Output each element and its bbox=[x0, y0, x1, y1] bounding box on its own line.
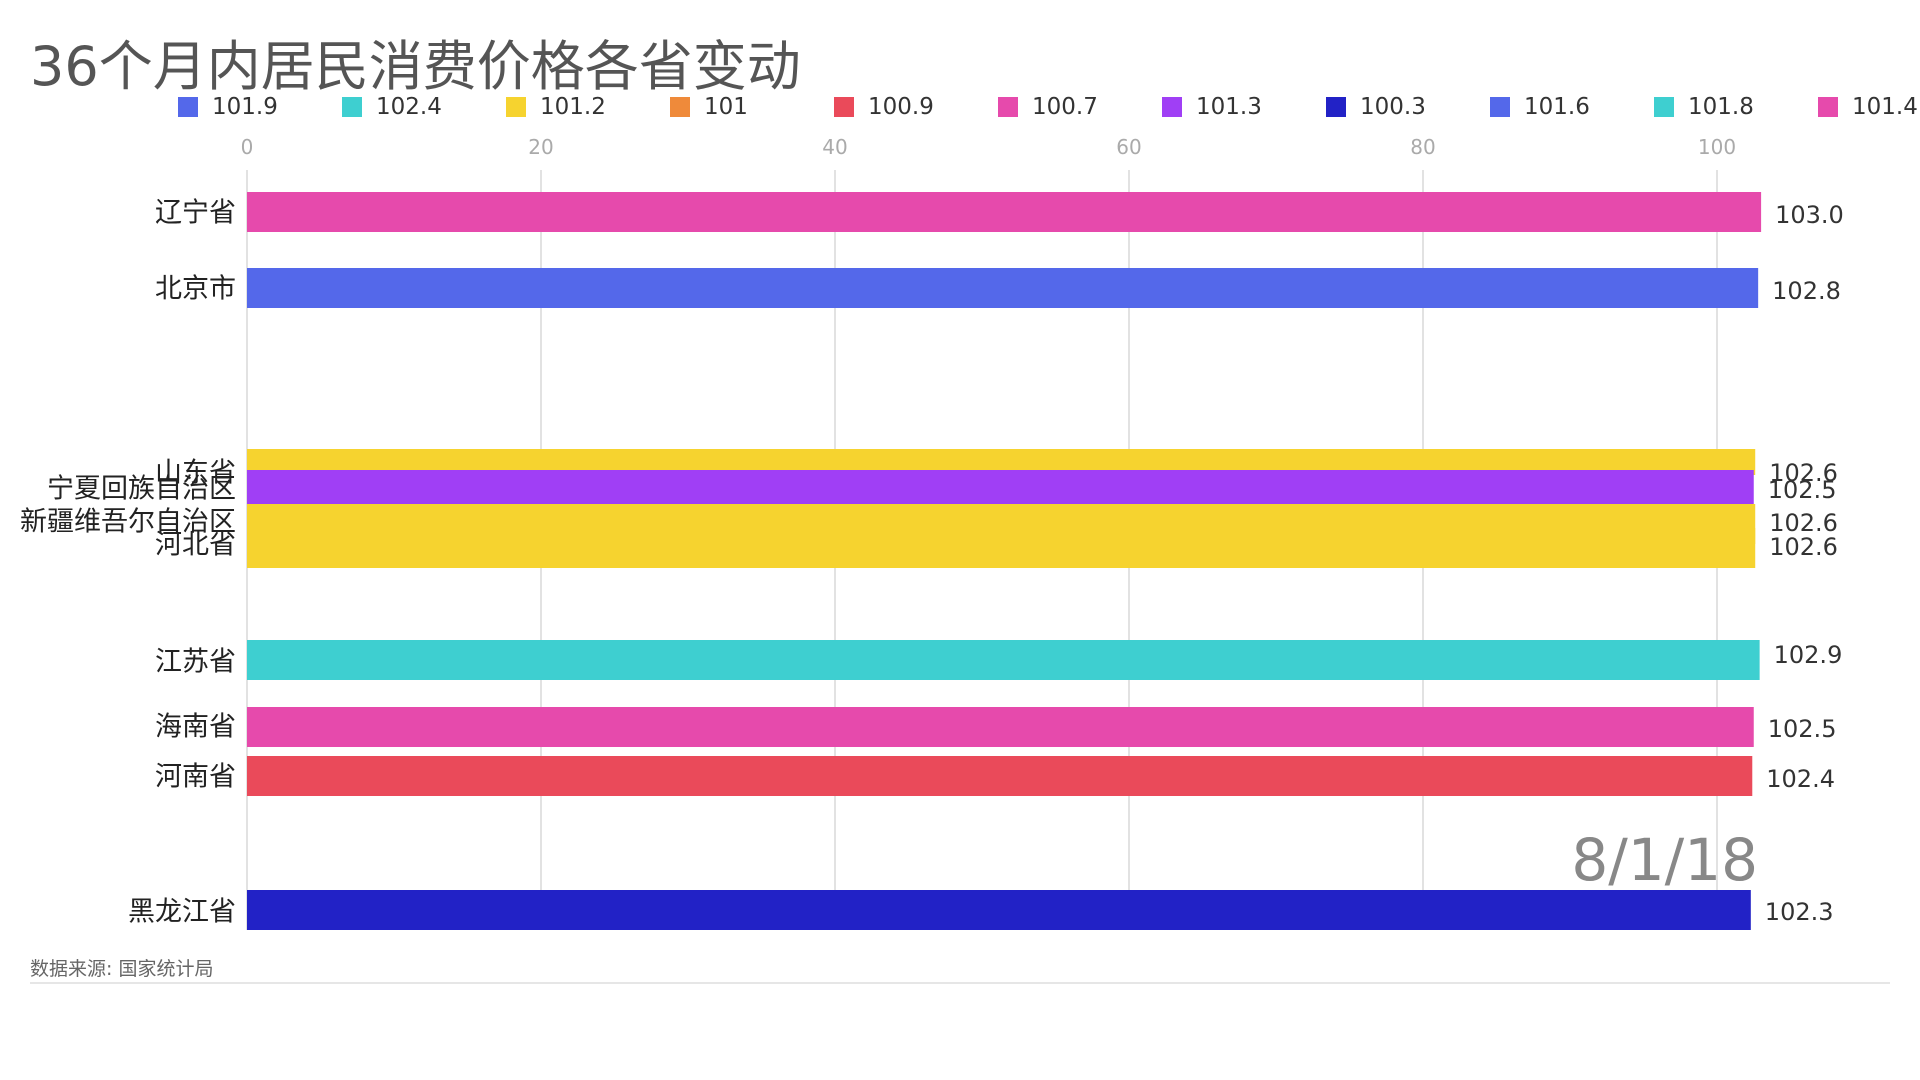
legend-swatch bbox=[178, 97, 198, 117]
category-label: 黑龙江省 bbox=[128, 897, 236, 928]
bar[interactable] bbox=[247, 890, 1751, 930]
value-label: 102.3 bbox=[1765, 898, 1834, 926]
legend-label: 101.9 bbox=[212, 94, 278, 120]
category-label: 海南省 bbox=[155, 712, 236, 743]
legend-item[interactable]: 101.8 bbox=[1654, 92, 1754, 122]
value-label: 102.4 bbox=[1766, 765, 1835, 793]
category-label: 北京市 bbox=[155, 274, 236, 305]
legend-item[interactable]: 102.4 bbox=[342, 92, 442, 122]
value-label: 102.5 bbox=[1768, 715, 1837, 743]
bar[interactable] bbox=[247, 528, 1756, 568]
bar[interactable] bbox=[247, 192, 1762, 232]
value-label: 102.6 bbox=[1769, 459, 1838, 487]
legend-label: 100.9 bbox=[868, 94, 934, 120]
value-label: 103.0 bbox=[1775, 201, 1844, 229]
chart-title: 36个月内居民消费价格各省变动 bbox=[30, 35, 801, 98]
legend-item[interactable]: 100.7 bbox=[998, 92, 1098, 122]
category-label: 山东省 bbox=[155, 458, 236, 489]
legend-item[interactable]: 101.4 bbox=[1818, 92, 1918, 122]
legend-label: 101.6 bbox=[1524, 94, 1590, 120]
value-label: 102.6 bbox=[1769, 509, 1838, 537]
bar[interactable] bbox=[247, 470, 1754, 504]
category-label: 江苏省 bbox=[155, 647, 236, 678]
x-tick-label: 0 bbox=[241, 135, 254, 159]
legend-item[interactable]: 101.2 bbox=[506, 92, 606, 122]
legend-swatch bbox=[342, 97, 362, 117]
legend-label: 100.7 bbox=[1032, 94, 1098, 120]
legend-swatch bbox=[506, 97, 526, 117]
legend-item[interactable]: 101.6 bbox=[1490, 92, 1590, 122]
bar[interactable] bbox=[247, 268, 1759, 308]
legend-item[interactable]: 101.3 bbox=[1162, 92, 1262, 122]
x-tick-label: 60 bbox=[1116, 135, 1141, 159]
legend-label: 101.4 bbox=[1852, 94, 1918, 120]
date-stamp: 8/1/18 bbox=[1571, 826, 1758, 894]
legend-label: 101.8 bbox=[1688, 94, 1754, 120]
value-label: 102.6 bbox=[1769, 533, 1838, 561]
legend-item[interactable]: 101 bbox=[670, 92, 748, 122]
bar[interactable] bbox=[247, 756, 1753, 796]
x-tick-label: 20 bbox=[528, 135, 553, 159]
legend-label: 101.3 bbox=[1196, 94, 1262, 120]
x-tick-label: 80 bbox=[1410, 135, 1435, 159]
x-tick-label: 100 bbox=[1698, 135, 1736, 159]
legend-label: 101.2 bbox=[540, 94, 606, 120]
legend-label: 100.3 bbox=[1360, 94, 1426, 120]
legend-swatch bbox=[1490, 97, 1510, 117]
bar[interactable] bbox=[247, 707, 1754, 747]
legend-swatch bbox=[1818, 97, 1838, 117]
legend-item[interactable]: 100.9 bbox=[834, 92, 934, 122]
legend-label: 101 bbox=[704, 94, 748, 120]
value-label: 102.8 bbox=[1772, 277, 1841, 305]
category-label: 新疆维吾尔自治区 bbox=[20, 507, 236, 538]
x-tick-label: 40 bbox=[822, 135, 847, 159]
legend-swatch bbox=[1654, 97, 1674, 117]
value-label: 102.5 bbox=[1768, 476, 1837, 504]
value-label: 102.9 bbox=[1774, 641, 1843, 669]
legend-label: 102.4 bbox=[376, 94, 442, 120]
legend-swatch bbox=[670, 97, 690, 117]
category-label: 宁夏回族自治区 bbox=[47, 474, 236, 505]
legend-swatch bbox=[1162, 97, 1182, 117]
data-source-note: 数据来源: 国家统计局 bbox=[30, 958, 214, 980]
legend-swatch bbox=[834, 97, 854, 117]
footer-divider bbox=[30, 982, 1890, 984]
category-label: 辽宁省 bbox=[155, 198, 236, 229]
category-label: 河南省 bbox=[155, 762, 236, 793]
chart-legend: 101.9 102.4 101.2 101 100.9 100.7 101.3 100.3 10… bbox=[178, 92, 1918, 122]
legend-swatch bbox=[998, 97, 1018, 117]
legend-swatch bbox=[1326, 97, 1346, 117]
bar[interactable] bbox=[247, 640, 1760, 680]
category-label: 河北省 bbox=[155, 530, 236, 561]
legend-item[interactable]: 101.9 bbox=[178, 92, 278, 122]
legend-item[interactable]: 100.3 bbox=[1326, 92, 1426, 122]
